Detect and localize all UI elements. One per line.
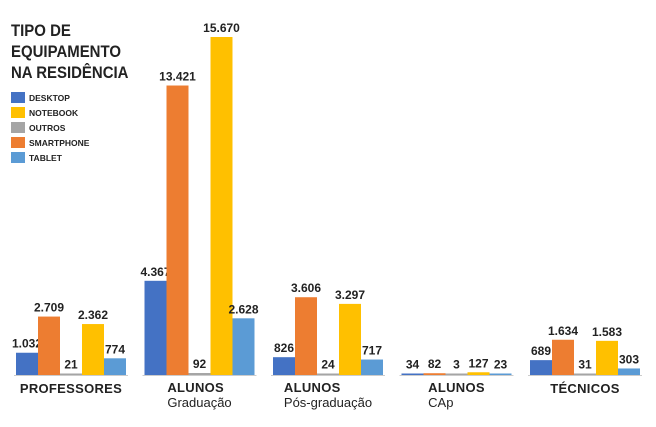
legend-swatch xyxy=(11,107,25,118)
legend-swatch xyxy=(11,122,25,133)
data-label: 4.367 xyxy=(140,265,170,279)
bar-notebook xyxy=(210,37,233,375)
data-label: 24 xyxy=(321,358,335,372)
bar-smartphone xyxy=(552,339,574,375)
data-label: 82 xyxy=(428,357,442,371)
data-label: 689 xyxy=(531,344,551,358)
title-line: EQUIPAMENTO xyxy=(11,42,121,61)
data-label: 717 xyxy=(362,344,382,358)
category-label-block: PROFESSORES xyxy=(20,381,122,396)
bar-outros xyxy=(445,373,468,375)
data-label: 303 xyxy=(619,352,639,366)
bar-tablet xyxy=(361,359,383,375)
bar-desktop xyxy=(273,357,295,375)
data-label: 31 xyxy=(578,358,592,372)
bar-desktop xyxy=(401,373,424,375)
chart-title: TIPO DE EQUIPAMENTO NA RESIDÊNCIA xyxy=(11,20,128,83)
bar-smartphone xyxy=(295,297,317,375)
category-sub: CAp xyxy=(428,395,454,410)
data-label: 13.421 xyxy=(159,70,196,84)
data-label: 15.670 xyxy=(203,21,240,35)
data-label: 1.032 xyxy=(12,337,42,351)
legend-swatch xyxy=(11,137,25,148)
legend-label: TABLET xyxy=(29,152,62,163)
category-label-block: ALUNOS CAp xyxy=(428,380,485,410)
legend-label: DESKTOP xyxy=(29,92,70,103)
bar-smartphone xyxy=(166,85,189,376)
bar-smartphone xyxy=(423,373,446,375)
legend-item: DESKTOP xyxy=(11,90,89,105)
data-label: 2.362 xyxy=(78,308,108,322)
data-label: 1.583 xyxy=(592,325,622,339)
legend-label: OUTROS xyxy=(29,122,66,133)
bar-tablet xyxy=(104,358,126,375)
data-label: 21 xyxy=(64,358,78,372)
category-label-block: TÉCNICOS xyxy=(550,381,620,396)
data-label: 92 xyxy=(193,357,207,371)
data-label: 1.634 xyxy=(548,324,578,338)
data-label: 774 xyxy=(105,342,125,356)
data-label: 3.297 xyxy=(335,288,365,302)
bar-notebook xyxy=(467,372,490,375)
category-name: ALUNOS xyxy=(167,380,225,395)
data-label: 826 xyxy=(274,341,294,355)
category-label: ALUNOS Graduação xyxy=(135,380,264,412)
category-sub: Graduação xyxy=(167,395,232,410)
legend-label: SMARTPHONE xyxy=(29,137,90,148)
title-line: TIPO DE xyxy=(11,21,71,40)
legend-swatch xyxy=(11,152,25,163)
bar-outros xyxy=(574,373,596,375)
category-label-block: ALUNOS Graduação xyxy=(167,380,231,410)
bar-tablet xyxy=(232,318,255,375)
legend-label: NOTEBOOK xyxy=(29,107,79,118)
bar-notebook xyxy=(596,340,618,375)
category-label-block: ALUNOS Pós-graduação xyxy=(284,380,372,410)
category-name: TÉCNICOS xyxy=(550,381,620,396)
title-line: NA RESIDÊNCIA xyxy=(11,63,129,82)
category-label: TÉCNICOS xyxy=(521,380,650,398)
bar-tablet xyxy=(489,373,512,375)
category-name: ALUNOS xyxy=(283,380,341,395)
legend: DESKTOP NOTEBOOK OUTROS SMARTPHONE TABLET xyxy=(11,90,89,165)
data-label: 127 xyxy=(468,356,488,370)
data-label: 2.709 xyxy=(34,301,64,315)
bar-desktop xyxy=(530,360,552,375)
category-name: PROFESSORES xyxy=(19,381,123,396)
data-label: 2.628 xyxy=(228,302,258,316)
data-label: 34 xyxy=(406,358,420,372)
category-sub: Pós-graduação xyxy=(283,395,373,410)
bar-tablet xyxy=(618,368,640,375)
category-name: ALUNOS xyxy=(428,380,485,395)
legend-item: SMARTPHONE xyxy=(11,135,89,150)
legend-item: OUTROS xyxy=(11,120,89,135)
data-label: 23 xyxy=(494,358,508,372)
bar-desktop xyxy=(144,280,167,375)
bar-smartphone xyxy=(38,316,60,375)
legend-item: TABLET xyxy=(11,150,89,165)
legend-item: NOTEBOOK xyxy=(11,105,89,120)
category-label: ALUNOS Pós-graduação xyxy=(264,380,393,412)
bar-notebook xyxy=(82,324,104,375)
data-label: 3 xyxy=(453,358,460,372)
bar-outros xyxy=(188,373,211,375)
bar-notebook xyxy=(339,303,361,375)
bar-desktop xyxy=(16,352,38,375)
legend-swatch xyxy=(11,92,25,103)
category-label: ALUNOS CAp xyxy=(392,380,521,412)
data-label: 3.606 xyxy=(291,281,321,295)
bar-outros xyxy=(317,373,339,375)
bar-outros xyxy=(60,373,82,375)
category-label: PROFESSORES xyxy=(7,380,136,398)
